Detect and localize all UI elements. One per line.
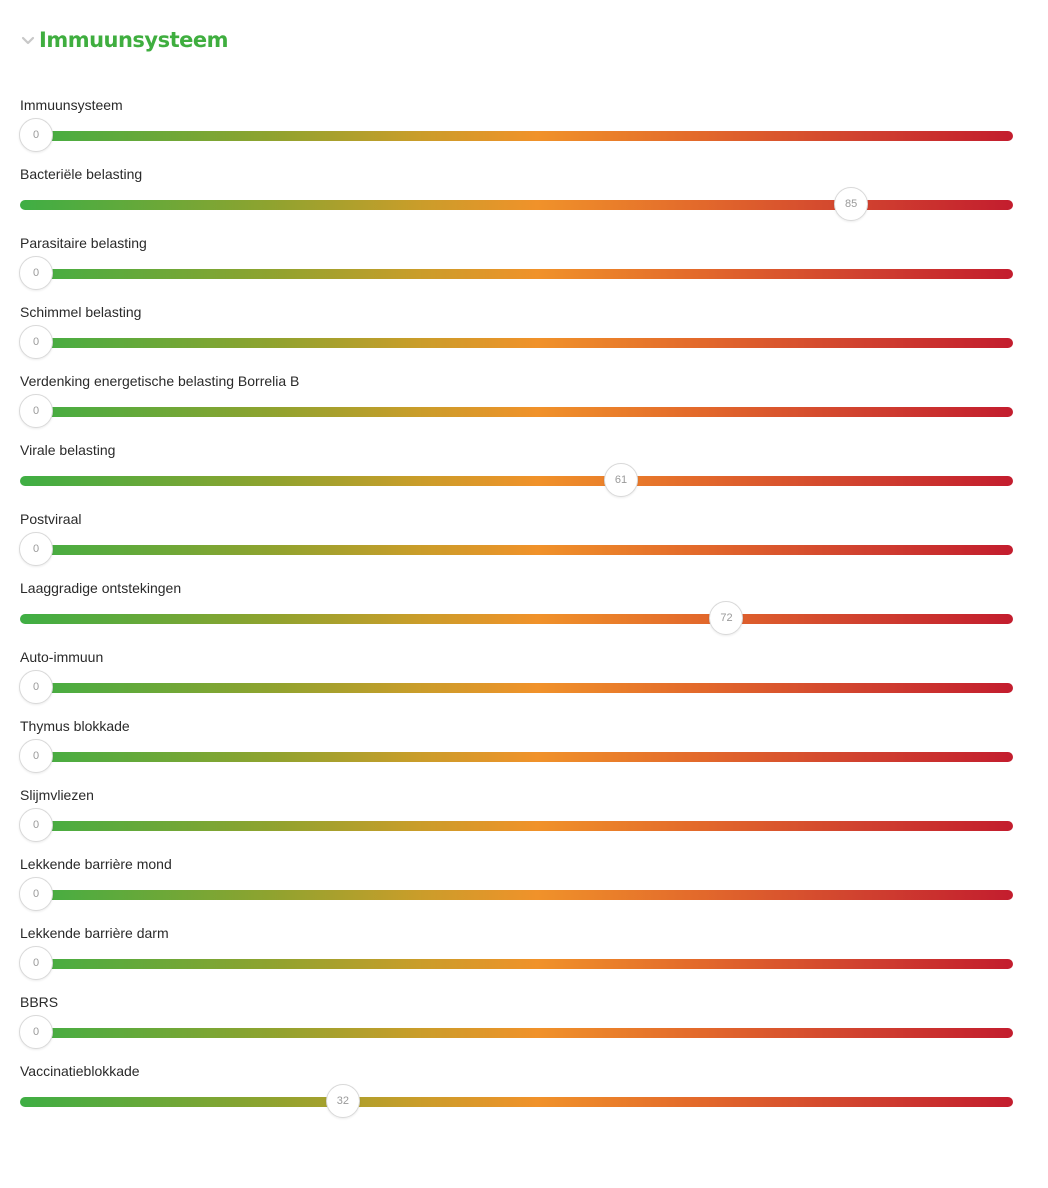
slider-thumb[interactable]: 0 [19, 532, 53, 566]
slider-track[interactable] [20, 959, 1013, 969]
slider-label: Bacteriële belasting [20, 166, 143, 182]
slider-thumb[interactable]: 0 [19, 394, 53, 428]
slider-track[interactable] [20, 1097, 1013, 1107]
slider-row: Vaccinatieblokkade 32 [20, 1063, 1013, 1132]
slider-track[interactable] [20, 545, 1013, 555]
slider-track[interactable] [20, 131, 1013, 141]
slider-row: Lekkende barrière mond 0 [19, 856, 1013, 925]
slider-row: Laaggradige ontstekingen 72 [20, 580, 1013, 649]
slider-row: Virale belasting 61 [20, 442, 1013, 511]
slider-thumb[interactable]: 32 [325, 1084, 360, 1118]
slider-thumb[interactable]: 0 [19, 670, 53, 704]
chevron-down-icon[interactable] [20, 33, 36, 49]
slider-label: Laaggradige ontstekingen [20, 580, 182, 596]
slider-thumb[interactable]: 0 [19, 1015, 53, 1049]
slider-track[interactable] [20, 338, 1013, 348]
slider-row: Bacteriële belasting 85 [20, 166, 1013, 235]
slider-thumb[interactable]: 61 [603, 463, 638, 497]
slider-track[interactable] [20, 269, 1013, 279]
slider-label: Postviraal [20, 511, 82, 527]
section-title: Immuunsysteem [39, 28, 229, 52]
slider-list: Immuunsysteem 0 Bacteriële belasting 85 Para… [19, 97, 1013, 1132]
slider-row: Parasitaire belasting 0 [19, 235, 1013, 304]
slider-label: Verdenking energetische belasting Borrel… [20, 373, 300, 389]
slider-label: Vaccinatieblokkade [20, 1063, 140, 1079]
slider-row: Lekkende barrière darm 0 [19, 925, 1013, 994]
slider-row: Verdenking energetische belasting Borrel… [19, 373, 1013, 442]
slider-row: Schimmel belasting 0 [19, 304, 1013, 373]
slider-track[interactable] [20, 752, 1013, 762]
slider-label: Virale belasting [20, 442, 116, 458]
slider-row: Immuunsysteem 0 [19, 97, 1013, 166]
slider-thumb[interactable]: 85 [834, 187, 869, 221]
slider-row: Auto-immuun 0 [19, 649, 1013, 718]
slider-row: Thymus blokkade 0 [19, 718, 1013, 787]
slider-label: Immuunsysteem [20, 97, 123, 113]
slider-label: Schimmel belasting [20, 304, 142, 320]
slider-row: BBRS 0 [19, 994, 1013, 1063]
slider-label: Lekkende barrière mond [20, 856, 172, 872]
slider-track[interactable] [20, 683, 1013, 693]
slider-thumb[interactable]: 0 [19, 118, 53, 152]
slider-thumb[interactable]: 72 [709, 601, 744, 635]
section-header[interactable]: Immuunsysteem [20, 28, 229, 52]
slider-thumb[interactable]: 0 [19, 325, 53, 359]
slider-track[interactable] [20, 890, 1013, 900]
slider-row: Postviraal 0 [19, 511, 1013, 580]
slider-track[interactable] [20, 407, 1013, 417]
slider-track[interactable] [20, 614, 1013, 624]
slider-track[interactable] [20, 200, 1013, 210]
slider-label: BBRS [20, 994, 59, 1010]
slider-row: Slijmvliezen 0 [19, 787, 1013, 856]
slider-thumb[interactable]: 0 [19, 946, 53, 980]
slider-track[interactable] [20, 476, 1013, 486]
slider-label: Slijmvliezen [20, 787, 94, 803]
slider-track[interactable] [20, 821, 1013, 831]
slider-thumb[interactable]: 0 [19, 808, 53, 842]
slider-track[interactable] [20, 1028, 1013, 1038]
slider-thumb[interactable]: 0 [19, 739, 53, 773]
slider-label: Lekkende barrière darm [20, 925, 169, 941]
slider-label: Thymus blokkade [20, 718, 130, 734]
slider-label: Parasitaire belasting [20, 235, 147, 251]
slider-thumb[interactable]: 0 [19, 877, 53, 911]
slider-label: Auto-immuun [20, 649, 104, 665]
slider-thumb[interactable]: 0 [19, 256, 53, 290]
